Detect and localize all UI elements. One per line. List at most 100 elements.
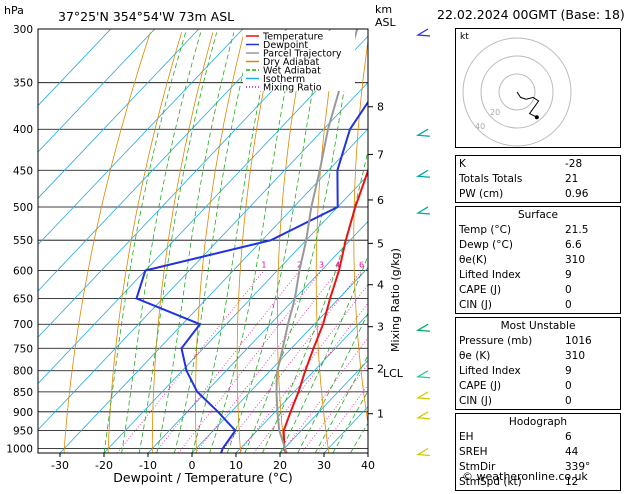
pressure-tick-label: 650 <box>13 293 33 305</box>
isotherm-line <box>0 29 243 453</box>
dry-adiabat-line <box>390 33 417 454</box>
mixing-ratio-label: 6 <box>359 261 364 270</box>
x-tick-label: -20 <box>95 459 113 472</box>
pressure-tick-label: 700 <box>13 319 33 331</box>
hodograph-storm-marker <box>535 115 539 119</box>
wind-barb <box>418 371 430 378</box>
footer-credit: © weatheronline.co.uk <box>462 470 588 483</box>
x-tick-label: 40 <box>361 459 375 472</box>
wet-adiabat-line <box>210 33 297 454</box>
pressure-tick-label: 750 <box>13 343 33 355</box>
wet-adiabat-line <box>227 33 323 454</box>
hodograph-params-title: Hodograph <box>459 415 617 430</box>
wind-barb <box>418 324 430 331</box>
surface-row-temp: Temp (°C)21.5 <box>459 223 617 238</box>
mixing-ratio-label: 20 <box>433 261 443 270</box>
mixing-ratio-line <box>254 271 393 453</box>
hodograph-ring-label: 40 <box>475 122 485 131</box>
dry-adiabat-line <box>354 33 373 454</box>
mixing-ratio-label: 8 <box>376 261 381 270</box>
hpa-label: hPa <box>4 4 24 17</box>
dry-adiabat-line <box>108 33 182 454</box>
pressure-tick-label: 900 <box>13 407 33 419</box>
x-tick-label: 30 <box>317 459 331 472</box>
wet-adiabat-line <box>104 33 186 454</box>
hodograph-ring-label: 20 <box>490 108 500 117</box>
dry-adiabat-line <box>64 33 150 454</box>
mu-row-theta: θe (K)310 <box>459 349 617 364</box>
wind-barb <box>418 448 430 455</box>
index-row-pw: PW (cm)0.96 <box>459 187 617 202</box>
pressure-tick-label: 950 <box>13 426 33 438</box>
x-tick-label: -30 <box>51 459 69 472</box>
hodograph-unit: kt <box>460 32 469 42</box>
most-unstable-title: Most Unstable <box>459 319 617 334</box>
km-label: km <box>375 3 392 16</box>
x-axis-label: Dewpoint / Temperature (°C) <box>113 470 292 485</box>
isotherm-line <box>16 29 419 453</box>
mixing-ratio-line <box>195 271 337 453</box>
mu-row-cape: CAPE (J)0 <box>459 379 617 394</box>
km-tick-label: 5 <box>377 237 384 250</box>
dry-adiabat-line <box>152 33 213 454</box>
lcl-label: LCL <box>383 367 404 380</box>
surface-row-cape: CAPE (J)0 <box>459 283 617 298</box>
mixing-ratio-line <box>302 271 438 453</box>
mixing-ratio-line <box>117 271 264 453</box>
pressure-tick-label: 600 <box>13 266 33 278</box>
km-tick-label: 3 <box>377 321 384 334</box>
km-tick-label: 1 <box>377 408 384 421</box>
km-tick-label: 4 <box>377 279 384 292</box>
wind-barb <box>418 207 430 214</box>
index-row-k: K-28 <box>459 157 617 172</box>
date-title: 22.02.2024 00GMT (Base: 18) <box>437 7 625 22</box>
wind-barb <box>418 29 430 36</box>
asl-label: ASL <box>375 16 397 29</box>
isotherm-line <box>0 29 287 453</box>
wet-adiabat-line <box>174 33 252 454</box>
dry-adiabat-line <box>196 33 245 454</box>
pressure-tick-label: 350 <box>13 78 33 90</box>
pressure-tick-label: 450 <box>13 165 33 177</box>
mu-row-pressure: Pressure (mb)1016 <box>459 334 617 349</box>
pressure-tick-label: 400 <box>13 124 33 136</box>
pressure-tick-label: 1000 <box>6 443 33 455</box>
pressure-tick-label: 800 <box>13 366 33 378</box>
wet-adiabat-line <box>298 33 475 454</box>
surface-row-theta: θe(K)310 <box>459 253 617 268</box>
dry-adiabat-line <box>316 33 338 454</box>
most-unstable-box: Most Unstable Pressure (mb)1016 θe (K)31… <box>455 317 621 410</box>
mixing-ratio-label: 15 <box>414 261 424 270</box>
surface-box: Surface Temp (°C)21.5 Dewp (°C)6.6 θe(K)… <box>455 206 621 314</box>
wind-barb <box>418 170 430 177</box>
isotherm-line <box>60 29 463 453</box>
km-tick-label: 8 <box>377 101 384 114</box>
legend-entry: Mixing Ratio <box>263 83 322 94</box>
surface-row-dewp: Dewp (°C)6.6 <box>459 238 617 253</box>
surface-row-cin: CIN (J)0 <box>459 298 617 313</box>
surface-title: Surface <box>459 208 617 223</box>
mixing-ratio-label: 3 <box>319 261 324 270</box>
mixing-ratio-axis-label: Mixing Ratio (g/kg) <box>389 248 402 352</box>
pressure-tick-label: 550 <box>13 235 33 247</box>
wet-adiabat-line <box>262 33 389 454</box>
km-tick-label: 7 <box>377 148 384 161</box>
wind-barb <box>418 129 430 136</box>
hodograph: kt 20 40 <box>455 28 621 148</box>
pressure-tick-label: 850 <box>13 387 33 399</box>
dry-adiabat-line <box>277 33 306 454</box>
wind-barb <box>418 392 430 399</box>
mixing-ratio-label: 1 <box>261 261 266 270</box>
mixing-ratio-line <box>318 271 453 453</box>
mu-row-cin: CIN (J)0 <box>459 394 617 409</box>
location-title: 37°25'N 354°54'W 73m ASL <box>58 9 234 24</box>
pressure-tick-label: 300 <box>13 24 33 36</box>
wind-barb <box>418 412 430 419</box>
